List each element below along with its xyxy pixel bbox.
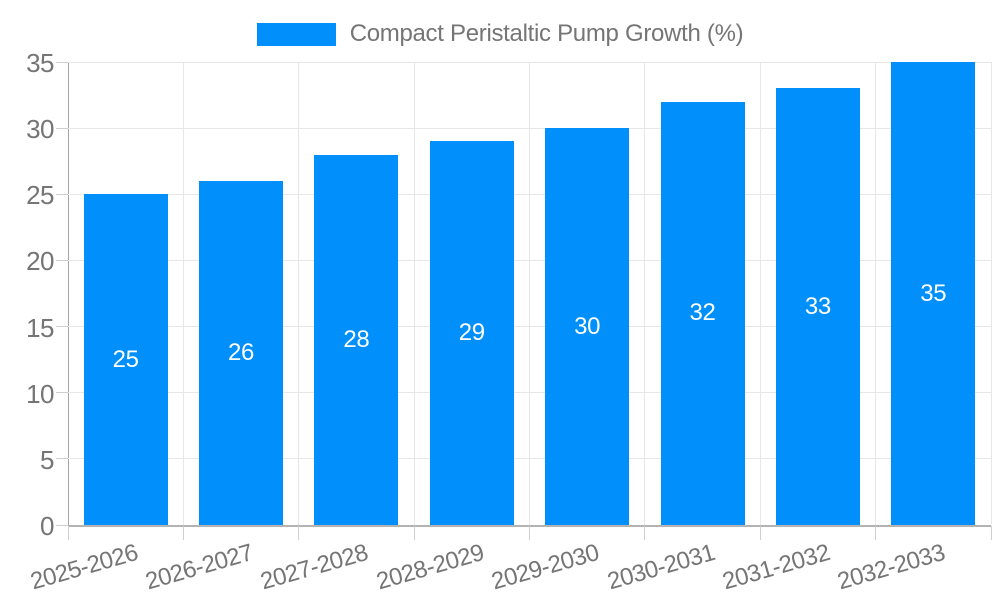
bar[interactable] [660, 101, 745, 525]
y-axis-tick-label: 35 [26, 48, 54, 78]
x-axis-tick-label: 2028-2029 [373, 539, 487, 596]
bar-value-label: 28 [343, 325, 370, 353]
x-axis-tick [529, 526, 530, 540]
x-gridline [759, 62, 761, 525]
bar[interactable] [545, 128, 630, 525]
x-axis-tick-label: 2026-2027 [142, 539, 256, 596]
x-axis-tick-label: 2031-2032 [719, 539, 833, 596]
x-axis-tick [67, 526, 69, 540]
x-gridline [529, 62, 530, 525]
x-gridline [413, 62, 415, 525]
bar[interactable] [775, 88, 860, 525]
x-axis-tick [182, 526, 184, 540]
x-gridline [644, 62, 646, 525]
y-axis-tick [56, 61, 68, 63]
bar-value-label: 35 [920, 279, 947, 307]
y-axis-tick-label: 25 [26, 180, 54, 211]
x-axis-tick-label: 2030-2031 [604, 539, 718, 596]
y-axis-tick-label: 30 [26, 114, 54, 145]
bar-value-label: 29 [458, 319, 485, 347]
x-axis-tick-label: 2029-2030 [488, 539, 603, 596]
x-axis-tick-label: 2025-2026 [27, 539, 141, 596]
x-axis-tick-label: 2027-2028 [257, 539, 372, 596]
x-axis-tick [759, 526, 761, 540]
y-axis-tick [56, 524, 68, 526]
x-axis-tick-label: 2032-2033 [834, 539, 949, 596]
y-axis-tick-label: 10 [26, 378, 54, 409]
y-axis-tick [56, 392, 68, 394]
x-gridline [298, 62, 300, 525]
y-axis-line [68, 62, 69, 540]
legend-label: Compact Peristaltic Pump Growth (%) [349, 20, 744, 47]
x-gridline [875, 62, 877, 525]
y-axis-tick [56, 259, 68, 261]
bar-value-label: 32 [689, 299, 716, 327]
legend-item[interactable]: Compact Peristaltic Pump Growth (%) [0, 20, 1000, 48]
y-axis-tick-label: 5 [40, 444, 54, 475]
bar[interactable] [314, 154, 399, 525]
bar[interactable] [891, 62, 976, 525]
bar[interactable] [429, 141, 514, 525]
x-axis-tick [413, 526, 415, 540]
plot-area: 0 5 10 15 20 25 30 35 25 2025-2026 26 2026-2027 28 20… [26, 50, 992, 595]
y-axis-tick [56, 193, 68, 195]
y-axis-tick [56, 326, 68, 328]
legend-swatch-icon [256, 22, 336, 46]
bar[interactable] [83, 194, 168, 525]
bar-value-label: 30 [574, 312, 601, 340]
x-axis-tick [644, 526, 646, 540]
y-axis-tick [56, 458, 68, 460]
x-gridline [990, 62, 992, 525]
x-axis-tick [875, 526, 877, 540]
x-axis-tick [990, 526, 992, 540]
y-axis-tick-label: 20 [26, 246, 54, 277]
y-axis-tick [56, 127, 68, 129]
x-gridline [182, 62, 184, 525]
bar-value-label: 33 [804, 292, 831, 320]
x-axis-tick [298, 526, 300, 540]
bar[interactable] [199, 181, 284, 525]
bar-value-label: 26 [228, 339, 255, 367]
bar-value-label: 25 [112, 345, 139, 373]
y-axis-tick-label: 0 [40, 511, 54, 541]
y-axis-tick-label: 15 [26, 312, 54, 343]
